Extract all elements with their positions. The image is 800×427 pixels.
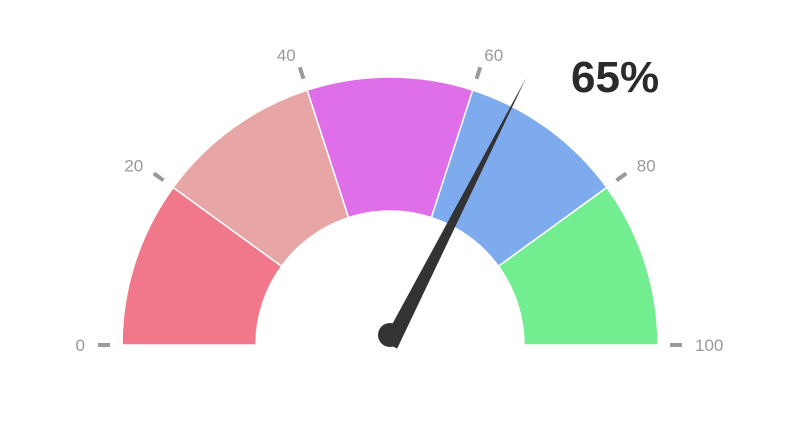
gauge-tick-label-100: 100 [695,336,723,355]
gauge-tick-labels: 0 20 40 60 80 100 [76,46,724,355]
gauge-tick-label-20: 20 [124,157,143,176]
gauge-tick-label-80: 80 [637,157,656,176]
gauge-tick-label-60: 60 [484,46,503,65]
gauge-needle [378,77,527,349]
gauge-tick-60 [474,66,483,80]
gauge-needle-body [382,77,527,349]
gauge-bands [121,76,659,346]
gauge-tick-label-40: 40 [277,46,296,65]
gauge-band-4 [497,186,659,346]
gauge-tick-label-0: 0 [76,336,85,355]
gauge-tick-40 [297,66,306,80]
gauge-value-label: 65% [571,53,659,102]
gauge-ticks [98,66,682,347]
gauge-needle-hub [378,323,402,347]
gauge-tick-80 [615,171,628,183]
gauge-tick-20 [152,171,165,183]
